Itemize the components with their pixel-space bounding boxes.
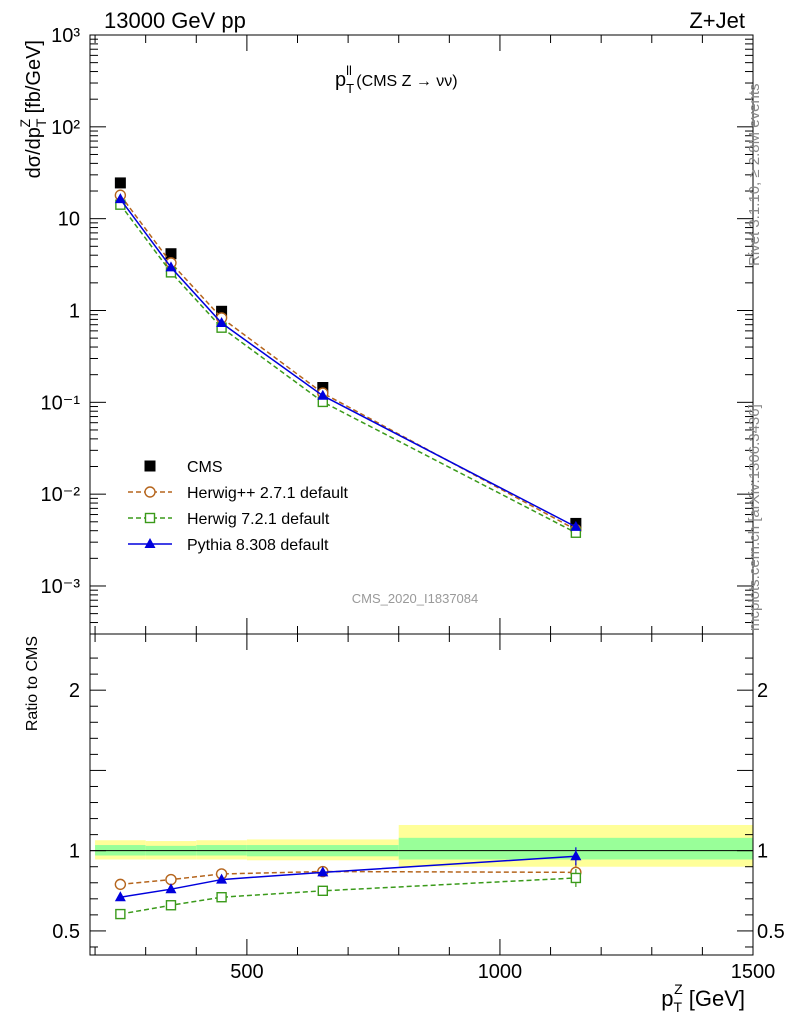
y-tick-label-main: 10⁻¹ <box>41 392 81 414</box>
data-point-ratio <box>165 883 177 894</box>
y-tick-label-main: 10⁻³ <box>41 576 81 598</box>
x-axis-label: pTZ [GeV] <box>661 981 745 1015</box>
data-point-main <box>216 305 228 317</box>
data-point-ratio <box>317 866 329 877</box>
header-left: 13000 GeV pp <box>104 8 246 33</box>
y-tick-label-ratio-right: 0.5 <box>757 921 785 943</box>
legend-marker <box>144 538 156 548</box>
data-point-ratio <box>114 878 127 891</box>
legend-marker <box>144 512 156 524</box>
data-point-ratio <box>317 885 329 896</box>
series-line-ratio <box>120 870 576 886</box>
side-text-mcplots: mcplots.cern.ch [arXiv:1306.3436] <box>746 404 763 631</box>
data-point-ratio <box>115 908 126 920</box>
y-axis-label-main: dσ/dpTZ [fb/GeV] <box>17 40 49 178</box>
series-line-main <box>119 198 577 528</box>
data-point-ratio <box>570 850 582 861</box>
legend-label: Herwig++ 2.7.1 default <box>187 485 349 502</box>
legend-label: Herwig 7.2.1 default <box>187 511 330 528</box>
data-point-main <box>317 389 329 400</box>
y-tick-label-ratio: 2 <box>69 680 80 702</box>
data-point-ratio <box>216 892 227 903</box>
y-tick-label-main: 10 <box>58 209 80 231</box>
x-tick-label: 1500 <box>731 961 776 983</box>
y-tick-label-ratio-right: 1 <box>757 841 768 863</box>
data-point-ratio <box>114 891 126 902</box>
y-tick-label-main: 10³ <box>51 25 80 47</box>
data-point-main <box>114 193 126 204</box>
data-point-main <box>165 248 177 260</box>
data-point-main <box>165 261 177 272</box>
data-point-ratio <box>165 873 177 886</box>
x-tick-label: 500 <box>230 961 263 983</box>
watermark: CMS_2020_I1837084 <box>352 591 479 606</box>
header-right: Z+Jet <box>689 8 745 33</box>
legend-marker <box>144 460 156 472</box>
y-axis-label-ratio: Ratio to CMS <box>24 636 41 731</box>
y-tick-label-ratio-right: 2 <box>757 680 768 702</box>
data-point-main <box>570 520 582 531</box>
ratio-panel: 0.5 0.5 1 1 2 2 500 1000 1500 Ratio to CMS pTZ [Ge… <box>24 633 785 1015</box>
legend-marker <box>144 486 156 498</box>
data-point-ratio <box>216 873 228 884</box>
x-tick-label: 1000 <box>478 961 523 983</box>
data-point-ratio <box>165 900 177 911</box>
legend-label: Pythia 8.308 default <box>187 537 329 554</box>
y-tick-label-main: 1 <box>69 300 80 322</box>
series-line-ratio <box>120 877 576 915</box>
series-line-main <box>119 204 577 534</box>
y-tick-label-main: 10² <box>51 117 80 139</box>
data-point-main <box>114 177 126 189</box>
data-point-main <box>216 317 228 328</box>
chart-title: pTll (CMS Z → νν) <box>335 63 458 96</box>
series-line-main <box>119 194 577 531</box>
y-tick-label-ratio: 1 <box>69 841 80 863</box>
y-tick-label-main: 10⁻² <box>41 484 81 506</box>
side-text-rivet: Rivet 3.1.10, ≥ 2.8M events <box>746 83 763 267</box>
ratio-frame <box>89 633 754 956</box>
y-tick-label-ratio: 0.5 <box>52 921 80 943</box>
data-point-ratio <box>570 872 582 884</box>
legend-label: CMS <box>187 459 223 476</box>
